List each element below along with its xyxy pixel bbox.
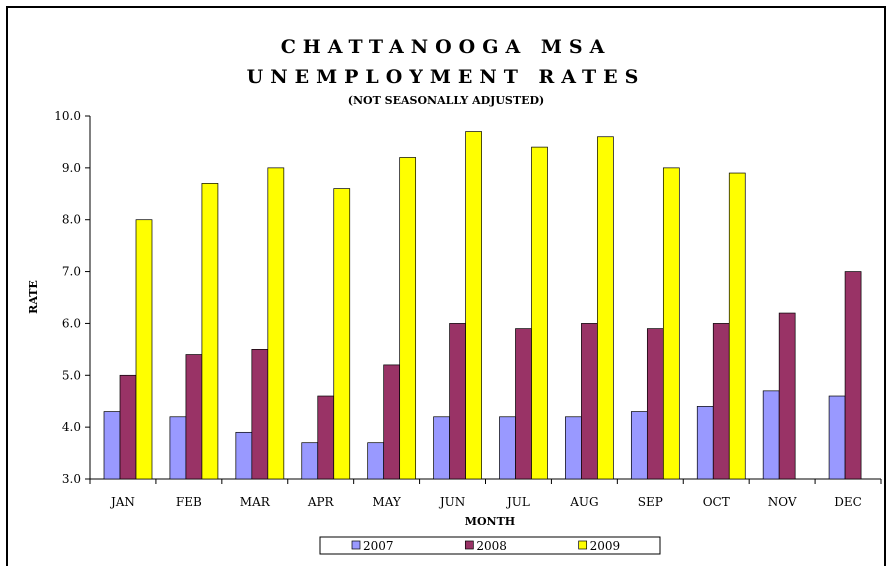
- legend-box: [319, 536, 661, 555]
- legend-label-2007: 2007: [363, 539, 394, 553]
- x-tick-label: JUN: [438, 495, 465, 509]
- bar-2008-jul: [515, 328, 532, 480]
- bar-2007-mar: [235, 431, 253, 480]
- y-tick-label: 7.0: [62, 265, 81, 279]
- x-tick-label: JAN: [109, 495, 135, 509]
- bar-2009-jul: [531, 146, 548, 480]
- bar-2008-oct: [712, 323, 730, 480]
- bar-2008-nov: [778, 312, 796, 480]
- chart-subtitle: (NOT SEASONALLY ADJUSTED): [348, 94, 544, 107]
- bar-2008-mar: [251, 349, 269, 480]
- bar-2007-sep: [630, 411, 648, 480]
- bar-2007-jun: [433, 416, 450, 480]
- x-tick-label: NOV: [768, 495, 797, 509]
- y-tick-label: 8.0: [62, 213, 81, 227]
- x-axis: JAN FEB MAR APR MAY JUN JUL AUG SEP OCT NOV DEC: [89, 478, 882, 509]
- chart-frame: [6, 6, 886, 566]
- y-axis-title: RATE: [27, 280, 40, 314]
- x-tick-label: SEP: [638, 495, 663, 509]
- legend-swatch-2007: [351, 540, 361, 550]
- bar-2009-jan: [135, 219, 153, 480]
- bar-2007-jul: [499, 416, 516, 480]
- y-tick-label: 3.0: [62, 472, 81, 486]
- x-tick-label: MAY: [372, 495, 401, 509]
- y-axis: 3.0 4.0 5.0 6.0 7.0 8.0 9.0 10.0: [54, 109, 91, 486]
- bar-2009-oct: [728, 172, 746, 480]
- chart-title-line2: UNEMPLOYMENT RATES: [247, 66, 646, 88]
- bar-2009-aug: [597, 136, 614, 480]
- y-tick-label: 6.0: [62, 316, 81, 330]
- bar-2009-jun: [465, 131, 482, 480]
- x-tick-label: DEC: [834, 495, 862, 509]
- bar-2007-aug: [565, 416, 582, 480]
- bar-2009-mar: [267, 167, 285, 480]
- bar-2007-feb: [169, 416, 187, 480]
- bar-2007-nov: [762, 390, 780, 480]
- bar-2007-apr: [301, 442, 319, 480]
- bar-2008-feb: [185, 354, 203, 480]
- bar-2008-aug: [581, 323, 598, 480]
- bar-2008-sep: [646, 328, 664, 480]
- legend: 2007 2008 2009: [319, 536, 661, 555]
- bar-2009-feb: [201, 183, 219, 480]
- bar-2008-jan: [119, 374, 137, 480]
- bar-2007-oct: [696, 406, 714, 480]
- legend-label-2008: 2008: [476, 539, 507, 553]
- y-tick-label: 9.0: [62, 161, 81, 175]
- bar-2009-sep: [662, 167, 680, 480]
- bar-2007-jan: [103, 411, 121, 480]
- bar-2007-may: [367, 442, 385, 480]
- x-tick-label: OCT: [703, 495, 730, 509]
- bar-2008-dec: [844, 271, 862, 480]
- x-tick-label: JUL: [505, 495, 530, 509]
- bar-2008-may: [383, 364, 401, 480]
- bar-2009-may: [399, 157, 417, 480]
- bar-2007-dec: [828, 395, 846, 480]
- x-tick-label: MAR: [240, 495, 271, 509]
- bar-2008-apr: [317, 395, 335, 480]
- x-axis-title: MONTH: [465, 515, 515, 528]
- x-tick-label: FEB: [176, 495, 202, 509]
- y-tick-label: 5.0: [62, 368, 81, 382]
- legend-swatch-2008: [464, 540, 474, 550]
- x-tick-label: AUG: [569, 495, 598, 509]
- y-tick-label: 10.0: [54, 109, 81, 123]
- bars-group: [103, 131, 862, 480]
- bar-2008-jun: [449, 323, 466, 480]
- x-tick-label: APR: [307, 495, 335, 509]
- chart-title-line1: CHATTANOOGA MSA: [281, 36, 612, 58]
- y-tick-label: 4.0: [62, 420, 81, 434]
- legend-label-2009: 2009: [590, 539, 621, 553]
- legend-swatch-2009: [578, 540, 588, 550]
- bar-2009-apr: [333, 188, 351, 480]
